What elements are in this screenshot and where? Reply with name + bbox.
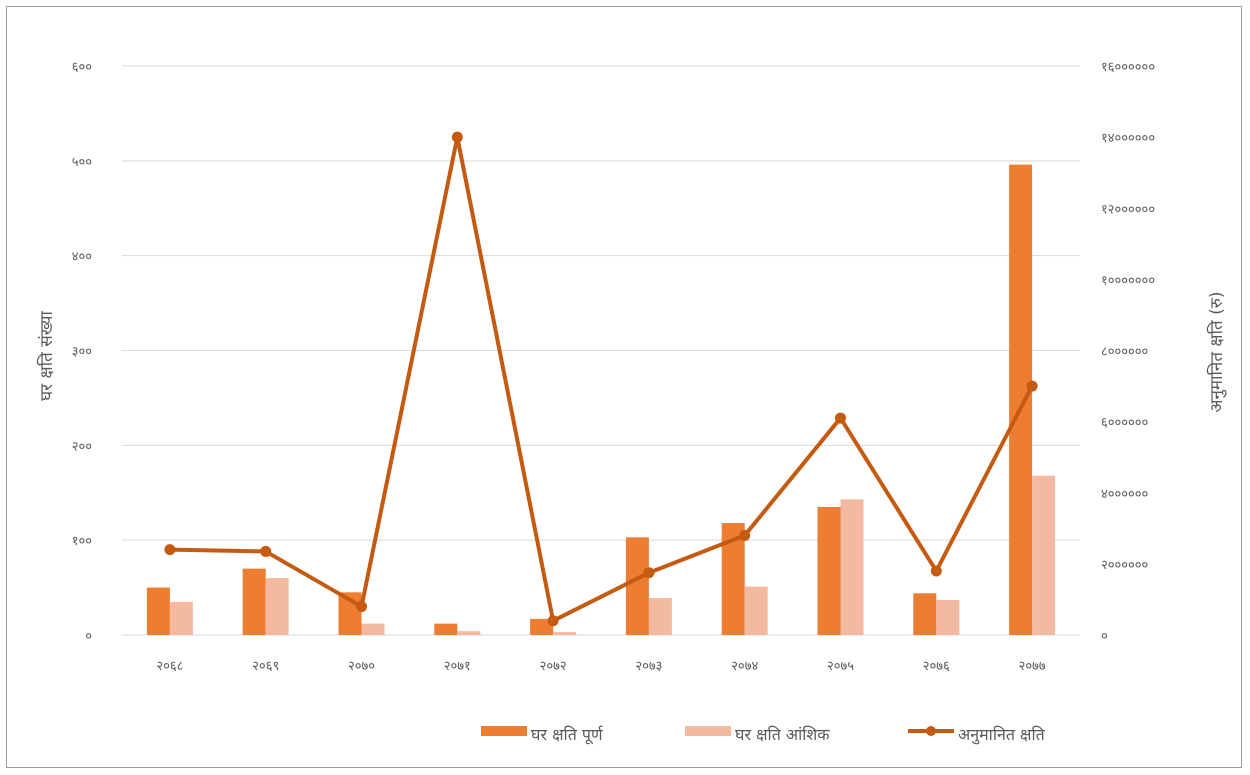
x-tick-label: २०७६ [923,659,950,674]
x-tick-label: २०७१ [444,659,471,674]
y-tick-label: ५०० [72,155,92,170]
estimated-loss-line [169,135,1034,623]
x-tick-label: २०७२ [540,659,567,674]
y2-tick-label: १६०००००० [1101,60,1155,75]
y-tick-label: १०० [72,534,92,549]
bar-full [242,568,266,635]
y-tick-label: ६०० [72,60,92,75]
y2-tick-label: ६०००००० [1101,416,1148,431]
bar-full [530,618,554,635]
y2-tick-label: २०००००० [1101,558,1148,573]
x-tick-label: २०६९ [252,659,279,674]
bar-full [434,623,458,635]
x-tick-label: २०७४ [731,659,758,674]
x-tick-label: २०६८ [156,659,183,674]
estimated-loss-point [164,544,176,556]
estimated-loss-point [260,545,272,557]
x-tick-label: २०७५ [827,659,854,674]
bar-partial [265,578,289,635]
estimated-loss-point [930,565,942,577]
bar-partial [936,599,960,635]
bar-partial [1032,475,1056,635]
bar-partial [553,632,577,635]
y2-tick-label: १४०००००० [1101,131,1155,146]
y2-tick-label: ८०००००० [1101,345,1148,360]
bar-full [146,587,170,635]
estimated-loss-point [356,601,367,613]
x-tick-label: २०७७ [1019,659,1046,674]
y2-axis-title: अनुमानित क्षति (रु) [1206,291,1227,412]
bar-full [1009,164,1033,636]
bars [146,164,1056,636]
y-tick-label: ४०० [72,250,92,265]
bar-partial [457,631,481,635]
estimated-loss-point [451,131,463,143]
y2-tick-label: १२०००००० [1101,202,1155,217]
bar-full [721,523,745,635]
bar-partial [744,586,768,635]
legend-label-full: घर क्षति पूर्ण [531,725,604,745]
tick-labels: ० १०० २०० ३०० ४०० ५०० ६०० ० २०००००० ४०००००० ६०००००… [72,60,1155,674]
legend-swatch-full [481,726,527,736]
estimated-loss-point [643,567,655,579]
y2-tick-label: ४०००००० [1101,487,1148,502]
line-series [164,131,1038,627]
legend-swatch-partial [685,726,731,736]
bar-partial [169,601,193,635]
bar-full [625,537,649,635]
bar-full [817,506,841,635]
estimated-loss-point [547,615,559,627]
x-tick-label: २०७० [348,659,375,674]
y-tick-label: ० [85,629,92,644]
x-tick-label: २०७३ [635,659,662,674]
legend-label-partial: घर क्षति आंशिक [735,725,830,744]
y2-tick-label: ० [1101,629,1108,644]
estimated-loss-point [835,412,846,424]
y2-tick-label: १००००००० [1101,273,1155,288]
bar-partial [840,499,864,635]
bar-partial [361,623,385,635]
bar-full [913,593,937,635]
legend: घर क्षति पूर्ण घर क्षति आंशिक अनुमानित क… [481,725,1046,745]
y-tick-label: ३०० [72,345,92,360]
legend-label-estimated: अनुमानित क्षति [958,725,1046,745]
y-axis-title: घर क्षति संख्या [36,311,57,401]
y-tick-label: २०० [72,439,92,454]
legend-swatch-estimated-marker [926,726,936,736]
estimated-loss-point [1026,380,1038,392]
estimated-loss-point [739,529,751,541]
bar-partial [648,598,672,635]
